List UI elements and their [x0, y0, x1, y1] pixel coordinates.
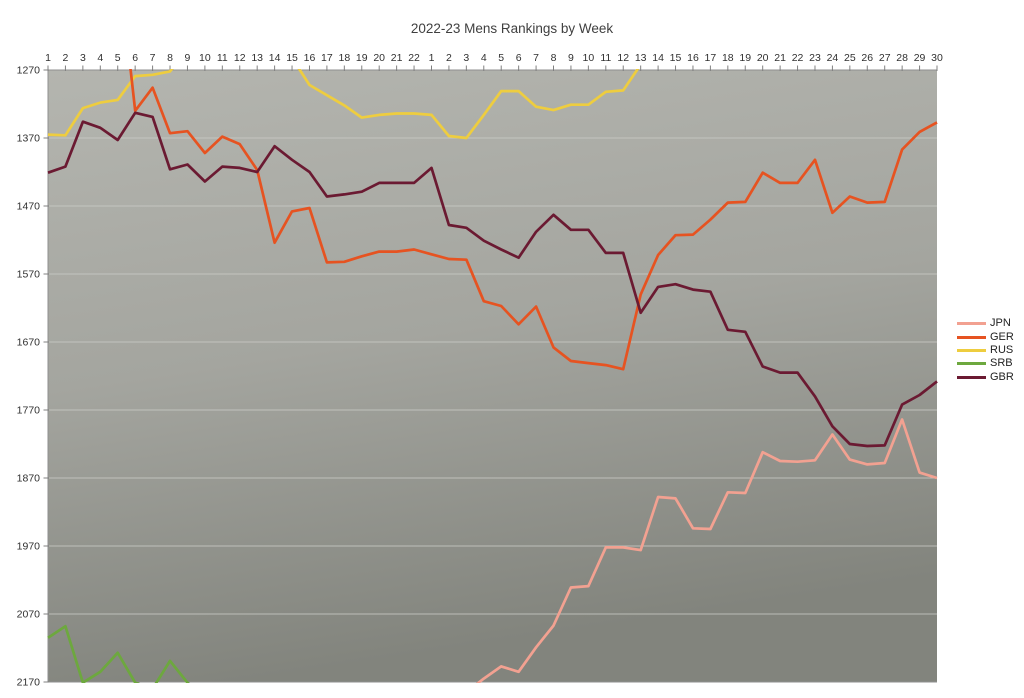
- x-tick-label: 8: [551, 52, 557, 64]
- y-tick-label: 1470: [17, 201, 41, 213]
- x-tick-label: 17: [705, 52, 717, 64]
- x-tick-label: 9: [568, 52, 574, 64]
- y-tick-label: 1570: [17, 269, 41, 281]
- x-tick-label: 9: [185, 52, 191, 64]
- legend-swatch-ger: [957, 335, 986, 339]
- x-tick-label: 3: [463, 52, 469, 64]
- legend-label-jpn: JPN: [990, 317, 1011, 330]
- legend-label-rus: RUS: [990, 343, 1014, 356]
- x-tick-label: 19: [739, 52, 751, 64]
- x-tick-label: 24: [827, 52, 839, 64]
- legend-label-srb: SRB: [990, 357, 1013, 370]
- x-tick-label: 12: [617, 52, 629, 64]
- x-tick-label: 1: [429, 52, 435, 64]
- gridlines: [48, 137, 937, 615]
- y-axis-labels: 1270 1370 1470 1570 1670 1770 1870 1970 2070 2170: [17, 65, 41, 689]
- series-line-ger: [129, 69, 938, 371]
- x-tick-label: 17: [321, 52, 333, 64]
- x-tick-label: 25: [844, 52, 856, 64]
- legend-swatch-rus: [957, 348, 986, 352]
- x-tick-label: 14: [269, 52, 281, 64]
- x-tick-label: 3: [80, 52, 86, 64]
- x-tick-label: 12: [234, 52, 246, 64]
- x-tick-label: 20: [757, 52, 769, 64]
- x-tick-label: 10: [199, 52, 211, 64]
- x-tick-label: 23: [809, 52, 821, 64]
- x-tick-label: 21: [391, 52, 403, 64]
- x-tick-label: 1: [45, 52, 51, 64]
- x-tick-label: 30: [931, 52, 943, 64]
- x-tick-label: 22: [408, 52, 420, 64]
- x-tick-label: 18: [722, 52, 734, 64]
- x-tick-label: 7: [150, 52, 156, 64]
- x-tick-label: 16: [304, 52, 316, 64]
- x-tick-label: 20: [373, 52, 385, 64]
- x-tick-label: 13: [251, 52, 263, 64]
- x-tick-label: 19: [356, 52, 368, 64]
- x-tick-label: 13: [635, 52, 647, 64]
- legend-label-ger: GER: [990, 330, 1014, 343]
- legend: JPN GER RUS SRB GBR: [957, 317, 1014, 384]
- plot-background: [48, 70, 937, 682]
- x-tick-label: 2: [446, 52, 452, 64]
- x-tick-label: 22: [792, 52, 804, 64]
- legend-item-ger: GER: [957, 330, 1014, 343]
- x-tick-label: 14: [652, 52, 664, 64]
- series-line-srb: [47, 624, 190, 683]
- y-tick-label: 1870: [17, 473, 41, 485]
- legend-swatch-jpn: [957, 322, 986, 326]
- x-tick-label: 2: [63, 52, 69, 64]
- series-line-jpn: [475, 418, 938, 683]
- x-tick-label: 15: [286, 52, 298, 64]
- y-tick-label: 1370: [17, 133, 41, 145]
- legend-swatch-srb: [957, 362, 986, 366]
- y-tick-label: 1670: [17, 337, 41, 349]
- x-tick-label: 18: [338, 52, 350, 64]
- series-line-gbr: [47, 111, 938, 448]
- x-tick-label: 26: [861, 52, 873, 64]
- legend-item-srb: SRB: [957, 357, 1014, 370]
- x-tick-label: 4: [97, 52, 103, 64]
- axes: [43, 65, 938, 683]
- x-tick-label: 15: [670, 52, 682, 64]
- x-tick-label: 8: [167, 52, 173, 64]
- x-axis-labels: 1 2 3 4 5 6 7 8 9 10 11 12 13 14 15 16 17 18 19 20 21 22 1 2 3 4 5…: [45, 52, 943, 64]
- chart-title: 2022-23 Mens Rankings by Week: [410, 21, 614, 36]
- x-tick-label: 5: [115, 52, 121, 64]
- x-tick-label: 6: [516, 52, 522, 64]
- y-tick-label: 1770: [17, 405, 41, 417]
- x-tick-label: 28: [896, 52, 908, 64]
- legend-item-gbr: GBR: [957, 371, 1014, 384]
- legend-label-gbr: GBR: [990, 370, 1014, 383]
- series-lines: [47, 69, 938, 683]
- legend-item-rus: RUS: [957, 344, 1014, 357]
- x-tick-label: 29: [914, 52, 926, 64]
- y-tick-label: 2070: [17, 609, 41, 621]
- x-tick-label: 7: [533, 52, 539, 64]
- legend-item-jpn: JPN: [957, 317, 1014, 330]
- x-tick-label: 27: [879, 52, 891, 64]
- y-tick-label: 2170: [17, 677, 41, 689]
- x-tick-label: 6: [132, 52, 138, 64]
- x-tick-label: 11: [217, 52, 228, 64]
- x-tick-label: 21: [774, 52, 786, 64]
- legend-swatch-gbr: [957, 375, 986, 379]
- x-tick-label: 11: [600, 52, 611, 64]
- series-line-rus: [47, 69, 640, 140]
- x-tick-label: 5: [498, 52, 504, 64]
- y-tick-label: 1970: [17, 541, 41, 553]
- y-tick-label: 1270: [17, 65, 41, 77]
- x-tick-label: 16: [687, 52, 699, 64]
- x-tick-label: 4: [481, 52, 487, 64]
- x-tick-label: 10: [583, 52, 595, 64]
